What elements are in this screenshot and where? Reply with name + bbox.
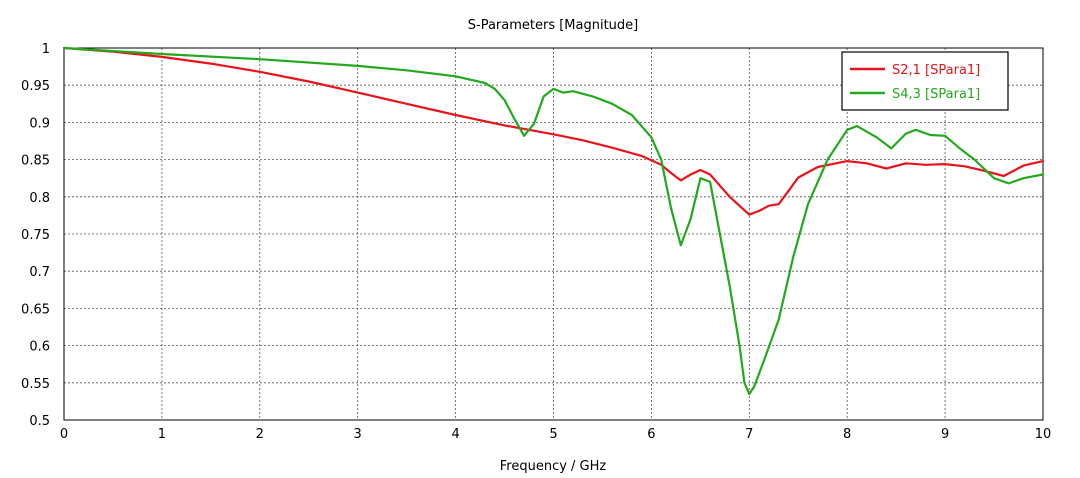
legend-box	[841, 51, 1009, 111]
x-tick-label: 2	[256, 427, 264, 442]
chart-title: S-Parameters [Magnitude]	[468, 18, 639, 33]
y-axis: 0.5 0.55 0.6 0.65 0.7 0.75 0.8 0.85 0.9 0.95 1	[21, 42, 50, 429]
x-tick-label: 7	[745, 427, 753, 442]
x-tick-label: 8	[843, 427, 851, 442]
y-tick-label: 0.5	[29, 414, 50, 429]
x-tick-label: 5	[549, 427, 557, 442]
y-tick-label: 0.7	[29, 265, 50, 280]
plot-frame	[63, 47, 1044, 421]
y-tick-label: 0.6	[29, 340, 50, 355]
series-line-1	[62, 46, 1045, 396]
x-tick-label: 3	[354, 427, 362, 442]
y-tick-label: 0.95	[21, 79, 50, 94]
y-tick-label: 0.75	[21, 228, 50, 243]
legend: S2,1 [SPara1] S4,3 [SPara1]	[841, 51, 1009, 111]
y-tick-label: 0.85	[21, 154, 50, 169]
x-tick-label: 0	[60, 427, 68, 442]
y-tick-label: 0.9	[29, 116, 50, 131]
x-axis-label: Frequency / GHz	[500, 459, 607, 474]
x-tick-label: 4	[451, 427, 459, 442]
y-tick-label: 0.65	[21, 302, 50, 317]
y-tick-label: 0.55	[21, 377, 50, 392]
legend-label-0: S2,1 [SPara1]	[892, 63, 980, 78]
series-layer	[62, 46, 1045, 396]
x-tick-label: 9	[941, 427, 949, 442]
legend-label-1: S4,3 [SPara1]	[892, 87, 980, 102]
y-tick-label: 0.8	[29, 191, 50, 206]
x-tick-label: 10	[1035, 427, 1052, 442]
x-tick-label: 1	[158, 427, 166, 442]
x-tick-label: 6	[647, 427, 655, 442]
x-axis: 0 1 2 3 4 5 6 7 8 9 10	[60, 427, 1051, 442]
y-tick-label: 1	[42, 42, 50, 57]
series-line-0	[62, 46, 1045, 216]
